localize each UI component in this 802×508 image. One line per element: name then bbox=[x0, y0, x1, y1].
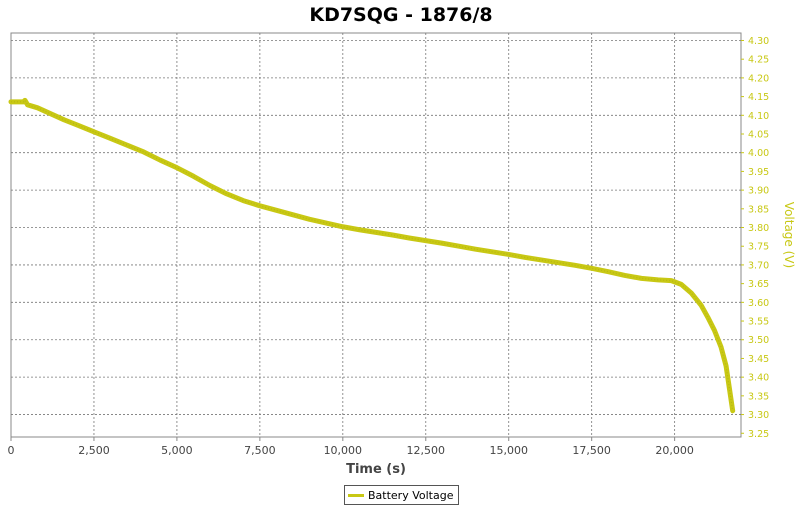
y-tick-label-18: 4.15 bbox=[748, 92, 769, 103]
series-line-0 bbox=[8, 97, 736, 414]
chart-title: KD7SQG - 1876/8 bbox=[309, 4, 493, 26]
series-layer bbox=[8, 97, 736, 414]
y-tick-label-6: 3.55 bbox=[748, 317, 769, 328]
legend-label: Battery Voltage bbox=[368, 488, 454, 502]
x-axis-label: Time (s) bbox=[346, 462, 406, 477]
y-tick-label-7: 3.60 bbox=[748, 298, 769, 309]
y-tick-label-19: 4.20 bbox=[748, 73, 769, 84]
x-tick-label-1: 2,500 bbox=[78, 444, 110, 457]
y-tick-label-20: 4.25 bbox=[748, 55, 769, 66]
y-tick-label-9: 3.70 bbox=[748, 260, 769, 271]
plot-area bbox=[10, 32, 742, 438]
x-tick-label-6: 15,000 bbox=[489, 444, 528, 457]
x-tick-label-2: 5,000 bbox=[161, 444, 193, 457]
y-tick-label-4: 3.45 bbox=[748, 354, 769, 365]
x-axis-ticks: 0 2,500 5,000 7,500 10,000 12,500 15,000 17,500… bbox=[8, 437, 694, 457]
x-tick-label-0: 0 bbox=[8, 444, 15, 457]
y-tick-label-13: 3.90 bbox=[748, 186, 769, 197]
y-tick-label-14: 3.95 bbox=[748, 167, 769, 178]
legend-swatch bbox=[348, 493, 364, 497]
y-axis-ticks: 3.25 3.30 3.35 3.40 3.45 3.50 3.55 3.60 3.65 3.70… bbox=[741, 36, 769, 440]
y-tick-label-16: 4.05 bbox=[748, 130, 769, 141]
y-tick-label-2: 3.35 bbox=[748, 391, 769, 402]
legend: Battery Voltage bbox=[344, 485, 460, 505]
y-tick-label-0: 3.25 bbox=[748, 429, 769, 440]
y-tick-label-5: 3.50 bbox=[748, 335, 769, 346]
y-axis-label: Voltage (V) bbox=[782, 202, 796, 268]
grid bbox=[11, 33, 741, 437]
y-tick-label-21: 4.30 bbox=[748, 36, 769, 47]
x-tick-label-8: 20,000 bbox=[655, 444, 694, 457]
y-tick-label-1: 3.30 bbox=[748, 410, 769, 421]
y-tick-label-8: 3.65 bbox=[748, 279, 769, 290]
y-tick-label-10: 3.75 bbox=[748, 242, 769, 253]
y-tick-label-3: 3.40 bbox=[748, 373, 769, 384]
y-tick-label-11: 3.80 bbox=[748, 223, 769, 234]
y-tick-label-17: 4.10 bbox=[748, 111, 769, 122]
x-tick-label-5: 12,500 bbox=[407, 444, 446, 457]
x-tick-label-4: 10,000 bbox=[324, 444, 363, 457]
y-tick-label-15: 4.00 bbox=[748, 148, 769, 159]
x-tick-label-3: 7,500 bbox=[244, 444, 276, 457]
x-tick-label-7: 17,500 bbox=[572, 444, 611, 457]
y-tick-label-12: 3.85 bbox=[748, 204, 769, 215]
